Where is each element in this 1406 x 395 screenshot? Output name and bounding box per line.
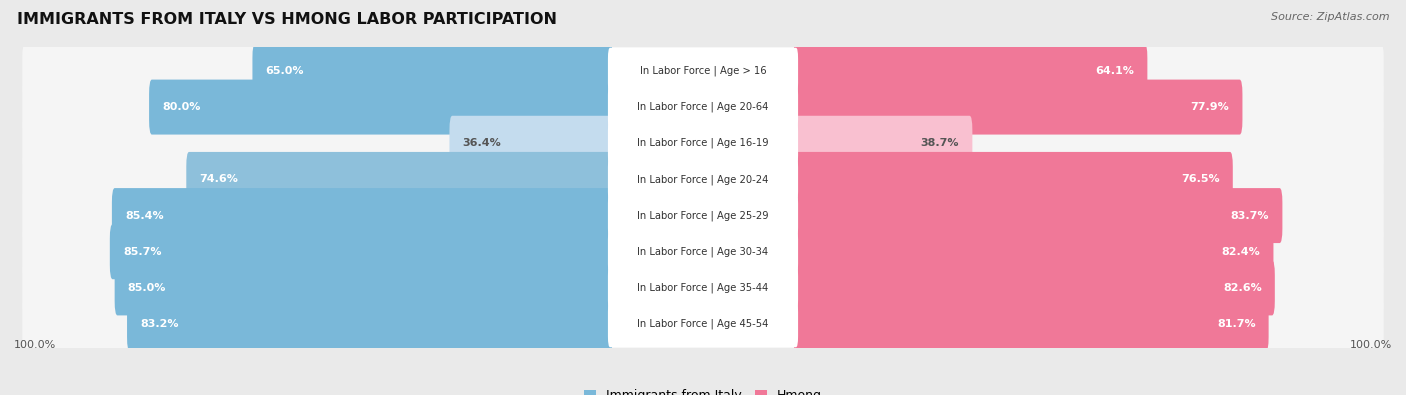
FancyBboxPatch shape [149, 79, 613, 135]
Text: 76.5%: 76.5% [1181, 175, 1219, 184]
Text: 64.1%: 64.1% [1095, 66, 1135, 76]
Text: 85.4%: 85.4% [125, 211, 163, 220]
Text: Source: ZipAtlas.com: Source: ZipAtlas.com [1271, 12, 1389, 22]
FancyBboxPatch shape [793, 188, 1282, 243]
Text: 100.0%: 100.0% [1350, 340, 1392, 350]
Text: 36.4%: 36.4% [463, 138, 502, 148]
FancyBboxPatch shape [607, 48, 799, 94]
Text: In Labor Force | Age 25-29: In Labor Force | Age 25-29 [637, 210, 769, 221]
FancyBboxPatch shape [793, 116, 973, 171]
Text: In Labor Force | Age 30-34: In Labor Force | Age 30-34 [637, 246, 769, 257]
FancyBboxPatch shape [793, 152, 1233, 207]
FancyBboxPatch shape [607, 192, 799, 239]
FancyBboxPatch shape [607, 301, 799, 347]
Text: 65.0%: 65.0% [266, 66, 304, 76]
Text: 74.6%: 74.6% [200, 175, 238, 184]
Legend: Immigrants from Italy, Hmong: Immigrants from Italy, Hmong [579, 384, 827, 395]
FancyBboxPatch shape [22, 82, 1384, 132]
FancyBboxPatch shape [793, 79, 1243, 135]
Text: IMMIGRANTS FROM ITALY VS HMONG LABOR PARTICIPATION: IMMIGRANTS FROM ITALY VS HMONG LABOR PAR… [17, 12, 557, 27]
FancyBboxPatch shape [22, 118, 1384, 169]
Text: 83.2%: 83.2% [141, 319, 179, 329]
Text: 85.0%: 85.0% [128, 283, 166, 293]
FancyBboxPatch shape [450, 116, 613, 171]
Text: 38.7%: 38.7% [921, 138, 959, 148]
FancyBboxPatch shape [793, 260, 1275, 316]
FancyBboxPatch shape [793, 297, 1268, 352]
FancyBboxPatch shape [110, 224, 613, 279]
FancyBboxPatch shape [607, 229, 799, 275]
FancyBboxPatch shape [22, 263, 1384, 313]
Text: 100.0%: 100.0% [14, 340, 56, 350]
Text: In Labor Force | Age 45-54: In Labor Force | Age 45-54 [637, 319, 769, 329]
Text: 82.4%: 82.4% [1222, 247, 1260, 257]
FancyBboxPatch shape [607, 84, 799, 130]
Text: 83.7%: 83.7% [1230, 211, 1270, 220]
Text: In Labor Force | Age > 16: In Labor Force | Age > 16 [640, 66, 766, 76]
Text: 85.7%: 85.7% [122, 247, 162, 257]
FancyBboxPatch shape [253, 43, 613, 98]
Text: In Labor Force | Age 20-64: In Labor Force | Age 20-64 [637, 102, 769, 112]
FancyBboxPatch shape [793, 224, 1274, 279]
Text: 81.7%: 81.7% [1218, 319, 1256, 329]
FancyBboxPatch shape [22, 190, 1384, 241]
FancyBboxPatch shape [112, 188, 613, 243]
Text: 77.9%: 77.9% [1191, 102, 1229, 112]
Text: In Labor Force | Age 16-19: In Labor Force | Age 16-19 [637, 138, 769, 149]
Text: In Labor Force | Age 20-24: In Labor Force | Age 20-24 [637, 174, 769, 185]
FancyBboxPatch shape [22, 299, 1384, 350]
Text: In Labor Force | Age 35-44: In Labor Force | Age 35-44 [637, 283, 769, 293]
FancyBboxPatch shape [607, 265, 799, 311]
FancyBboxPatch shape [186, 152, 613, 207]
FancyBboxPatch shape [607, 120, 799, 166]
FancyBboxPatch shape [115, 260, 613, 316]
FancyBboxPatch shape [607, 156, 799, 203]
Text: 80.0%: 80.0% [162, 102, 201, 112]
FancyBboxPatch shape [22, 154, 1384, 205]
FancyBboxPatch shape [22, 45, 1384, 96]
FancyBboxPatch shape [127, 297, 613, 352]
FancyBboxPatch shape [793, 43, 1147, 98]
FancyBboxPatch shape [22, 226, 1384, 277]
Text: 82.6%: 82.6% [1223, 283, 1261, 293]
